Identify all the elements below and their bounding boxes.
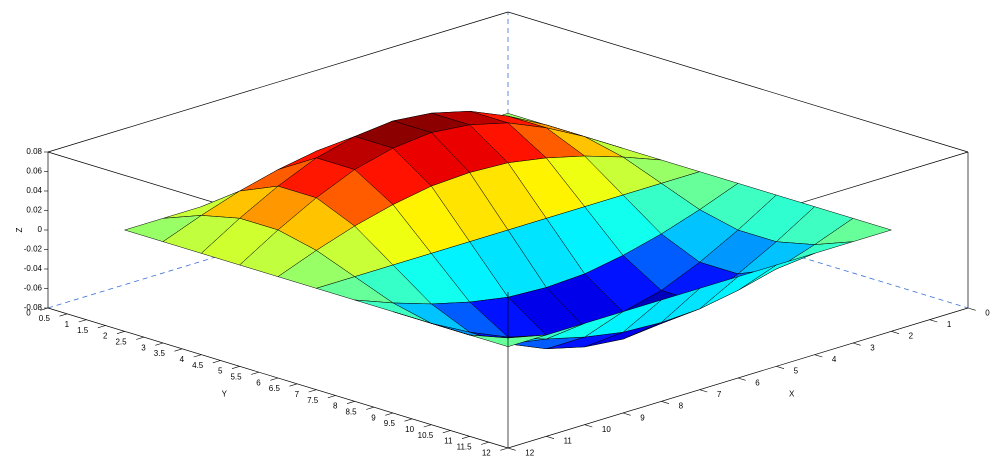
y-tick-label: 3.5	[154, 349, 166, 358]
y-tick-label: 11	[444, 437, 453, 446]
x-tick-label: 2	[909, 332, 914, 341]
z-tick-label: 0	[38, 225, 43, 234]
z-tick-label: 0.02	[26, 206, 42, 215]
y-tick	[116, 331, 125, 334]
y-tick	[155, 342, 164, 346]
y-tick	[327, 395, 336, 399]
x-tick	[507, 447, 516, 451]
x-tick	[622, 412, 631, 416]
x-tick	[891, 331, 900, 334]
y-tick-label: 10	[405, 425, 414, 434]
z-tick-label: 0.06	[26, 167, 42, 176]
x-tick	[737, 377, 746, 381]
x-tick-label: 6	[755, 378, 760, 387]
x-tick-label: 12	[525, 448, 534, 457]
y-tick-label: 8	[333, 402, 338, 411]
y-tick	[461, 436, 470, 439]
y-tick-label: 3	[141, 343, 146, 352]
y-tick-label: 0	[26, 308, 31, 317]
y-tick	[289, 383, 298, 387]
y-tick	[97, 325, 106, 329]
x-tick-label: 3	[870, 343, 875, 352]
y-tick	[40, 307, 49, 311]
x-tick	[776, 366, 785, 369]
y-tick-label: 6.5	[269, 384, 281, 393]
y-tick	[500, 447, 509, 451]
y-tick-label: 2	[103, 332, 108, 341]
y-tick	[308, 389, 317, 393]
z-tick-label: -0.02	[24, 245, 43, 254]
y-tick	[385, 412, 394, 416]
x-tick	[546, 436, 555, 439]
y-tick-label: 5.5	[230, 373, 242, 382]
z-tick-label: -0.06	[24, 284, 43, 293]
y-tick	[78, 319, 87, 323]
z-tick-label: 0.04	[26, 186, 42, 195]
y-tick-label: 9.5	[384, 419, 396, 428]
y-tick	[366, 406, 374, 410]
y-tick	[442, 430, 451, 434]
x-tick	[584, 424, 593, 428]
y-tick-label: 9	[371, 413, 376, 422]
y-tick	[251, 371, 259, 375]
z-tick-label: -0.08	[24, 303, 43, 312]
y-tick-label: 8.5	[345, 408, 357, 417]
x-tick-label: 5	[794, 367, 799, 376]
x-tick-label: 4	[832, 355, 837, 364]
y-tick-label: 0.5	[39, 314, 51, 323]
y-tick-label: 12	[482, 448, 491, 457]
x-tick-label: 7	[717, 390, 722, 399]
y-tick-label: 2.5	[115, 338, 127, 347]
z-axis-label: Z	[15, 227, 24, 232]
x-tick-label: 8	[679, 402, 684, 411]
y-tick-label: 1.5	[77, 326, 89, 335]
y-tick	[212, 360, 221, 364]
y-tick	[231, 366, 240, 369]
y-tick	[193, 354, 202, 358]
x-tick-label: 0	[985, 308, 990, 317]
y-tick-label: 4	[180, 355, 185, 364]
y-tick-label: 1	[65, 320, 70, 329]
x-tick	[661, 401, 670, 404]
y-tick-label: 10.5	[418, 431, 434, 440]
y-tick	[481, 441, 489, 445]
y-tick	[423, 424, 432, 428]
y-tick	[59, 313, 68, 317]
y-tick-label: 11.5	[457, 443, 473, 452]
z-tick-label: -0.04	[24, 264, 43, 273]
y-tick	[270, 377, 279, 381]
x-tick-label: 1	[947, 320, 952, 329]
z-tick-label: 0.08	[26, 147, 42, 156]
y-tick-label: 6	[256, 378, 261, 387]
x-tick	[852, 342, 861, 346]
x-tick-label: 9	[640, 413, 645, 422]
y-tick	[174, 348, 183, 352]
x-tick	[929, 319, 938, 323]
x-tick	[967, 307, 976, 311]
y-tick	[404, 418, 413, 422]
x-axis-label: X	[789, 389, 795, 398]
y-tick-label: 7.5	[307, 396, 319, 405]
y-tick-label: 5	[218, 367, 223, 376]
y-tick	[346, 401, 355, 404]
box-edge	[47, 11, 509, 153]
box-edge-hidden	[507, 167, 969, 309]
y-tick-label: 7	[295, 390, 300, 399]
x-tick	[699, 389, 708, 393]
y-axis-label: Y	[222, 389, 228, 398]
box-edge	[507, 11, 969, 153]
x-tick-label: 11	[564, 437, 573, 446]
x-tick-label: 10	[602, 425, 611, 434]
x-tick	[814, 354, 823, 358]
y-tick	[136, 336, 144, 340]
y-tick-label: 4.5	[192, 361, 204, 370]
